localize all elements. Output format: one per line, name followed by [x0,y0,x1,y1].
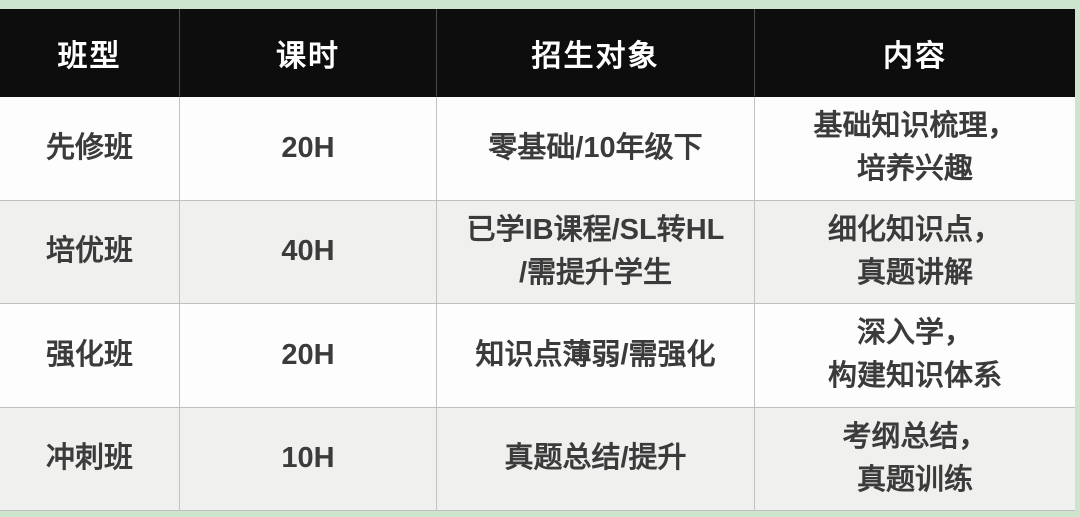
cell-hours: 20H [180,97,437,201]
header-cell-content: 内容 [755,9,1075,97]
cell-class-type: 培优班 [0,200,180,304]
cell-class-type: 先修班 [0,97,180,201]
cell-class-type: 冲刺班 [0,407,180,511]
cell-hours: 40H [180,200,437,304]
header-cell-hours: 课时 [180,9,437,97]
cell-hours: 20H [180,304,437,408]
course-table: 班型 课时 招生对象 内容 先修班 20H 零基础/10年级下 基础知识梳理， … [0,9,1075,511]
cell-content: 基础知识梳理， 培养兴趣 [755,97,1075,201]
cell-target: 已学IB课程/SL转HL /需提升学生 [437,200,755,304]
header-cell-class-type: 班型 [0,9,180,97]
cell-content: 细化知识点， 真题讲解 [755,200,1075,304]
cell-content: 深入学， 构建知识体系 [755,304,1075,408]
header-cell-target: 招生对象 [437,9,755,97]
cell-content: 考纲总结， 真题训练 [755,407,1075,511]
cell-class-type: 强化班 [0,304,180,408]
cell-target: 零基础/10年级下 [437,97,755,201]
cell-hours: 10H [180,407,437,511]
cell-target: 真题总结/提升 [437,407,755,511]
cell-target: 知识点薄弱/需强化 [437,304,755,408]
